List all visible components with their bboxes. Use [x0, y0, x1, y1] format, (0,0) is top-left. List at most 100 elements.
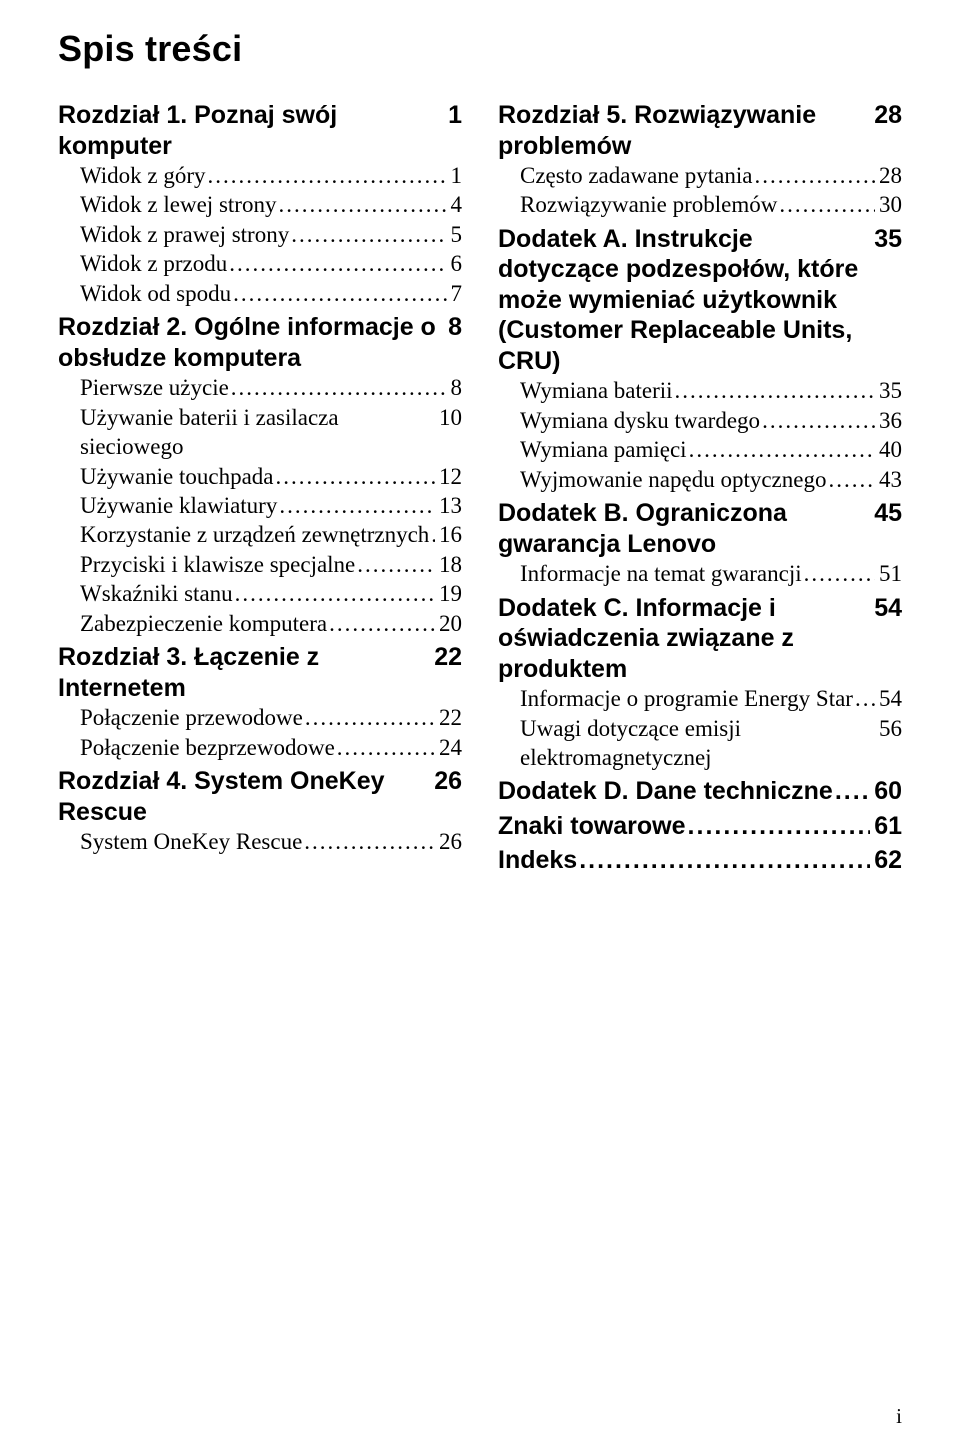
toc-label: Uwagi dotyczące emisji elektromagnetyczn…: [520, 714, 873, 773]
toc-label: Rozdział 2. Ogólne informacje o obsłudze…: [58, 312, 442, 373]
toc-label: Indeks: [498, 845, 577, 876]
toc-heading-row: Dodatek C. Informacje i oświadczenia zwi…: [498, 593, 902, 685]
toc-page-number: 54: [872, 593, 902, 624]
toc-entry-row: System OneKey Rescue26: [58, 827, 462, 856]
toc-entry-row: Widok z lewej strony4: [58, 190, 462, 219]
toc-leader-dots: [229, 256, 446, 279]
toc-label: Pierwsze użycie: [80, 373, 229, 402]
toc-label: Wymiana baterii: [520, 376, 673, 405]
toc-entry-row: Widok od spodu7: [58, 279, 462, 308]
toc-page-number: 6: [449, 249, 463, 278]
toc-left-column: Rozdział 1. Poznaj swój komputer1Widok z…: [58, 96, 462, 876]
toc-entry-row: Wymiana baterii 35: [498, 376, 902, 405]
toc-label: Zabezpieczenie komputera: [80, 609, 327, 638]
toc-leader-dots: [855, 691, 875, 714]
toc-leader-dots: [276, 468, 435, 491]
toc-leader-dots: [804, 566, 875, 589]
toc-label: Połączenie przewodowe: [80, 703, 303, 732]
toc-page-number: 12: [437, 462, 462, 491]
toc-page-number: 36: [877, 406, 902, 435]
toc-leader-dots: [337, 739, 435, 762]
toc-leader-dots: [431, 527, 435, 550]
toc-page-number: 61: [872, 811, 902, 842]
toc-entry-row: Rozwiązywanie problemów 30: [498, 190, 902, 219]
toc-leader-dots: [305, 710, 435, 733]
toc-label: Wymiana dysku twardego: [520, 406, 760, 435]
toc-entry-row: Wymiana pamięci 40: [498, 435, 902, 464]
toc-page-number: 1: [449, 161, 463, 190]
toc-leader-dots: [208, 167, 447, 190]
toc-leader-dots: [235, 586, 435, 609]
toc-label: Wymiana pamięci: [520, 435, 687, 464]
toc-heading-row: Dodatek A. Instrukcje dotyczące podzespo…: [498, 224, 902, 377]
toc-label: Dodatek C. Informacje i oświadczenia zwi…: [498, 593, 868, 685]
toc-entry-row: Połączenie bezprzewodowe24: [58, 733, 462, 762]
toc-label: Rozdział 5. Rozwiązywanie problemów: [498, 100, 868, 161]
toc-entry-row: Często zadawane pytania28: [498, 161, 902, 190]
toc-page-number: 22: [432, 642, 462, 673]
toc-page-number: 8: [449, 373, 463, 402]
toc-leader-dots: [754, 167, 875, 190]
toc-label: Wskaźniki stanu: [80, 579, 233, 608]
toc-heading-row: Indeks 62: [498, 845, 902, 876]
toc-leader-dots: [579, 851, 870, 876]
toc-leader-dots: [779, 197, 875, 220]
toc-page-number: 43: [877, 465, 902, 494]
toc-label: Używanie baterii i zasilacza sieciowego: [80, 403, 433, 462]
toc-label: Często zadawane pytania: [520, 161, 752, 190]
toc-leader-dots: [688, 816, 871, 841]
toc-entry-row: Zabezpieczenie komputera 20: [58, 609, 462, 638]
toc-leader-dots: [762, 412, 875, 435]
toc-page-number: 8: [446, 312, 462, 343]
toc-page-number: 45: [872, 498, 902, 529]
toc-page-number: 16: [437, 520, 462, 549]
toc-label: Widok z przodu: [80, 249, 227, 278]
toc-label: Dodatek A. Instrukcje dotyczące podzespo…: [498, 224, 868, 377]
toc-label: Używanie klawiatury: [80, 491, 277, 520]
toc-label: Informacje na temat gwarancji: [520, 559, 802, 588]
toc-leader-dots: [329, 615, 435, 638]
toc-heading-row: Dodatek B. Ograniczona gwarancja Lenovo4…: [498, 498, 902, 559]
toc-label: System OneKey Rescue: [80, 827, 302, 856]
toc-page-number: 30: [877, 190, 902, 219]
toc-entry-row: Widok z prawej strony 5: [58, 220, 462, 249]
toc-label: Informacje o programie Energy Star: [520, 684, 853, 713]
toc-label: Dodatek B. Ograniczona gwarancja Lenovo: [498, 498, 868, 559]
toc-entry-row: Wskaźniki stanu 19: [58, 579, 462, 608]
toc-page-number: 10: [437, 403, 462, 432]
toc-leader-dots: [231, 380, 447, 403]
toc-entry-row: Korzystanie z urządzeń zewnętrznych 16: [58, 520, 462, 549]
toc-leader-dots: [675, 383, 875, 406]
toc-entry-row: Wyjmowanie napędu optycznego 43: [498, 465, 902, 494]
toc-page-number: 5: [449, 220, 463, 249]
toc-page-number: 40: [877, 435, 902, 464]
page-number-footer: i: [896, 1404, 902, 1429]
toc-label: Wyjmowanie napędu optycznego: [520, 465, 826, 494]
toc-label: Widok z lewej strony: [80, 190, 276, 219]
toc-page-number: 19: [437, 579, 462, 608]
toc-entry-row: Używanie touchpada12: [58, 462, 462, 491]
toc-heading-row: Rozdział 2. Ogólne informacje o obsłudze…: [58, 312, 462, 373]
toc-page-number: 20: [437, 609, 462, 638]
toc-entry-row: Używanie klawiatury 13: [58, 491, 462, 520]
toc-page-number: 18: [437, 550, 462, 579]
toc-right-column: Rozdział 5. Rozwiązywanie problemów28Czę…: [498, 96, 902, 876]
toc-label: Rozwiązywanie problemów: [520, 190, 777, 219]
toc-entry-row: Widok z przodu 6: [58, 249, 462, 278]
toc-columns: Rozdział 1. Poznaj swój komputer1Widok z…: [58, 96, 902, 876]
toc-entry-row: Uwagi dotyczące emisji elektromagnetyczn…: [498, 714, 902, 773]
toc-label: Widok z prawej strony: [80, 220, 289, 249]
toc-page-number: 13: [437, 491, 462, 520]
toc-label: Korzystanie z urządzeń zewnętrznych: [80, 520, 429, 549]
toc-page-number: 24: [437, 733, 462, 762]
toc-leader-dots: [304, 833, 435, 856]
toc-leader-dots: [835, 782, 870, 807]
toc-label: Dodatek D. Dane techniczne: [498, 776, 833, 807]
toc-entry-row: Używanie baterii i zasilacza sieciowego1…: [58, 403, 462, 462]
toc-page-number: 35: [877, 376, 902, 405]
toc-page-number: 62: [872, 845, 902, 876]
toc-page-number: 22: [437, 703, 462, 732]
toc-label: Widok od spodu: [80, 279, 231, 308]
toc-page-number: 60: [872, 776, 902, 807]
toc-page-number: 26: [432, 766, 462, 797]
